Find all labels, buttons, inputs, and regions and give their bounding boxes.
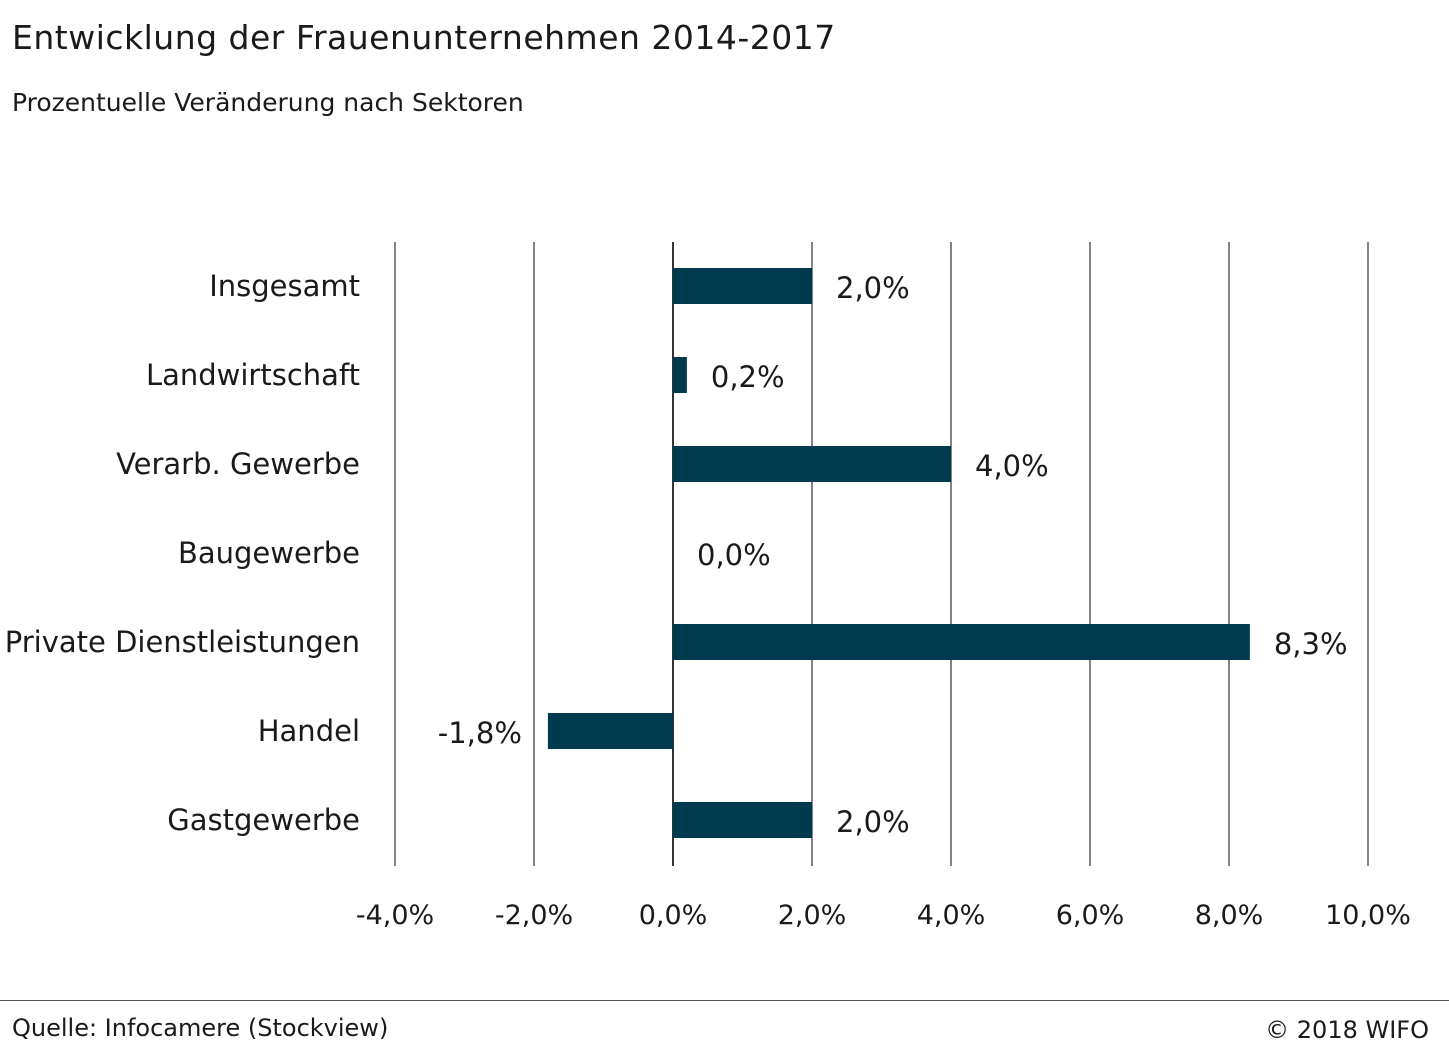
x-tick-label: -4,0% (356, 900, 434, 931)
source-note: Quelle: Infocamere (Stockview) (12, 1014, 389, 1042)
value-label: 2,0% (836, 805, 910, 839)
category-label: Verarb. Gewerbe (116, 447, 360, 481)
category-label: Handel (258, 714, 360, 748)
grid-lines (394, 242, 1369, 866)
category-label: Gastgewerbe (167, 803, 360, 837)
value-label: 4,0% (975, 449, 1049, 483)
copyright-note: © 2018 WIFO (1265, 1016, 1429, 1044)
category-label: Private Dienstleistungen (5, 625, 360, 659)
labels: -4,0% -2,0% 0,0% 2,0% 4,0% 6,0% 8,0% 10,0% Insge… (5, 269, 1411, 931)
value-label: 0,2% (711, 360, 785, 394)
bar (673, 268, 812, 304)
bars (547, 268, 1250, 838)
value-label: 0,0% (697, 538, 771, 572)
category-label: Landwirtschaft (146, 358, 360, 392)
x-tick-label: 2,0% (778, 900, 847, 931)
footer-divider (0, 1000, 1449, 1001)
bar-chart: -4,0% -2,0% 0,0% 2,0% 4,0% 6,0% 8,0% 10,0% Insge… (5, 242, 1411, 931)
value-label: 8,3% (1274, 627, 1348, 661)
x-tick-label: 0,0% (639, 900, 708, 931)
category-label: Insgesamt (209, 269, 360, 303)
value-label: 2,0% (836, 271, 910, 305)
bar (547, 713, 673, 749)
chart-subtitle: Prozentuelle Veränderung nach Sektoren (12, 88, 524, 117)
x-tick-label: -2,0% (495, 900, 573, 931)
x-tick-label: 6,0% (1056, 900, 1125, 931)
bar (673, 802, 812, 838)
bar (673, 446, 951, 482)
bar (673, 357, 687, 393)
x-tick-label: 10,0% (1325, 900, 1411, 931)
value-label: -1,8% (438, 716, 522, 750)
x-tick-label: 8,0% (1195, 900, 1264, 931)
category-label: Baugewerbe (178, 536, 360, 570)
chart-title: Entwicklung der Frauenunternehmen 2014-2… (12, 18, 836, 57)
x-tick-label: 4,0% (917, 900, 986, 931)
bar (673, 624, 1250, 660)
